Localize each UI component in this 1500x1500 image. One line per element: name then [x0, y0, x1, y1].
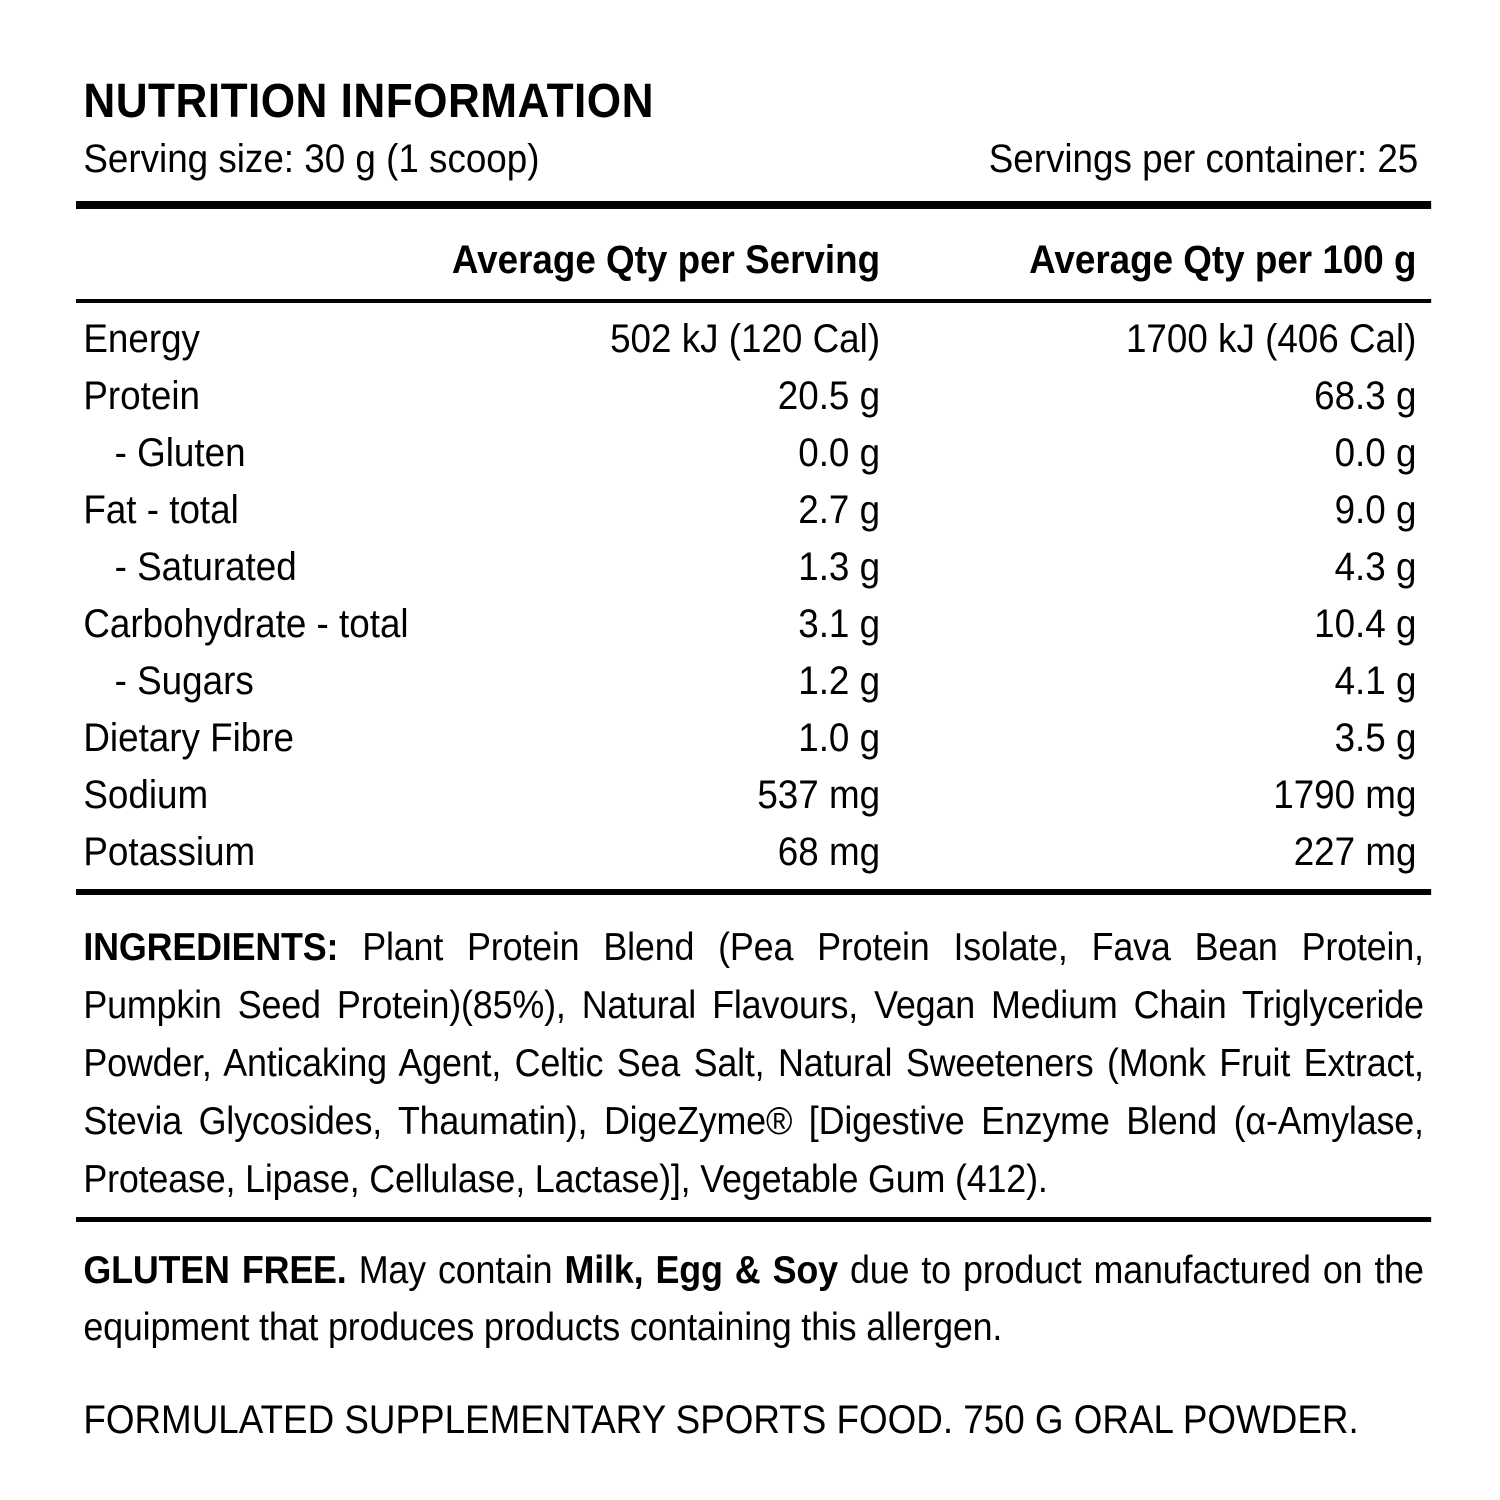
- value-per-serving: 20.5 g: [777, 374, 881, 419]
- value-per-serving: 3.1 g: [798, 602, 881, 647]
- divider-ingredients-bottom: [76, 1217, 1432, 1223]
- ingredients-heading: INGREDIENTS:: [83, 926, 339, 970]
- ingredients-paragraph: INGREDIENTS: Plant Protein Blend (Pea Pr…: [76, 919, 1431, 1209]
- table-row: Protein 20.5 g 68.3 g: [76, 368, 1431, 425]
- table-header-row: Average Qty per Serving Average Qty per …: [76, 209, 1431, 299]
- value-per-serving: 2.7 g: [798, 488, 881, 533]
- nutrient-label: Sodium: [83, 773, 209, 818]
- divider-table-bottom: [76, 889, 1432, 896]
- nutrient-label: - Sugars: [114, 659, 254, 704]
- value-per-serving: 537 mg: [757, 773, 881, 818]
- value-per-serving: 1.2 g: [798, 659, 881, 704]
- nutrient-label: Carbohydrate - total: [83, 602, 409, 647]
- table-row: Carbohydrate - total 3.1 g 10.4 g: [76, 596, 1431, 653]
- value-per-100g: 10.4 g: [1314, 602, 1417, 647]
- allergen-text-2: due to product manufactured on the equip…: [83, 1249, 1424, 1350]
- value-per-100g: 4.3 g: [1334, 545, 1417, 590]
- table-row: Energy 502 kJ (120 Cal) 1700 kJ (406 Cal…: [76, 311, 1431, 368]
- serving-info-row: Serving size: 30 g (1 scoop) Servings pe…: [76, 135, 1431, 183]
- nutrient-label: - Gluten: [114, 431, 246, 476]
- table-row: Potassium 68 mg 227 mg: [76, 824, 1431, 881]
- value-per-serving: 1.0 g: [798, 716, 881, 761]
- table-row: - Gluten 0.0 g 0.0 g: [76, 425, 1431, 482]
- value-per-100g: 1700 kJ (406 Cal): [1125, 317, 1417, 362]
- serving-size-text: Serving size: 30 g (1 scoop): [83, 137, 540, 182]
- value-per-100g: 4.1 g: [1334, 659, 1417, 704]
- allergen-list: Milk, Egg & Soy: [564, 1249, 839, 1293]
- panel-title: NUTRITION INFORMATION: [83, 75, 654, 128]
- allergen-paragraph: GLUTEN FREE. May contain Milk, Egg & Soy…: [76, 1242, 1431, 1356]
- value-per-100g: 227 mg: [1293, 830, 1417, 875]
- table-row: - Sugars 1.2 g 4.1 g: [76, 653, 1431, 710]
- table-row: Dietary Fibre 1.0 g 3.5 g: [76, 710, 1431, 767]
- value-per-100g: 68.3 g: [1314, 374, 1417, 419]
- nutrient-label: Protein: [83, 374, 200, 419]
- value-per-100g: 1790 mg: [1273, 773, 1417, 818]
- nutrient-label: Dietary Fibre: [83, 716, 294, 761]
- value-per-100g: 3.5 g: [1334, 716, 1417, 761]
- value-per-100g: 9.0 g: [1334, 488, 1417, 533]
- value-per-serving: 68 mg: [777, 830, 881, 875]
- divider-top: [76, 201, 1432, 210]
- table-row: - Saturated 1.3 g 4.3 g: [76, 539, 1431, 596]
- column-header-per-100g: Average Qty per 100 g: [1029, 238, 1417, 283]
- nutrient-label: Potassium: [83, 830, 256, 875]
- nutrient-label: - Saturated: [114, 545, 297, 590]
- allergen-text-1: May contain: [346, 1249, 565, 1293]
- footer-statement: FORMULATED SUPPLEMENTARY SPORTS FOOD. 75…: [83, 1398, 1359, 1443]
- column-header-per-serving: Average Qty per Serving: [451, 238, 881, 283]
- gluten-free-statement: GLUTEN FREE.: [83, 1249, 347, 1293]
- value-per-100g: 0.0 g: [1334, 431, 1417, 476]
- nutrient-label: Energy: [83, 317, 200, 362]
- nutrient-label: Fat - total: [83, 488, 239, 533]
- table-row: Sodium 537 mg 1790 mg: [76, 767, 1431, 824]
- value-per-serving: 0.0 g: [798, 431, 881, 476]
- value-per-serving: 1.3 g: [798, 545, 881, 590]
- ingredients-text: Plant Protein Blend (Pea Protein Isolate…: [83, 926, 1424, 1202]
- table-row: Fat - total 2.7 g 9.0 g: [76, 482, 1431, 539]
- divider-under-header: [76, 299, 1432, 304]
- servings-per-container-text: Servings per container: 25: [988, 137, 1419, 182]
- value-per-serving: 502 kJ (120 Cal): [610, 317, 881, 362]
- nutrition-panel: NUTRITION INFORMATION Serving size: 30 g…: [76, 74, 1432, 1444]
- nutrient-table: Energy 502 kJ (120 Cal) 1700 kJ (406 Cal…: [76, 303, 1431, 889]
